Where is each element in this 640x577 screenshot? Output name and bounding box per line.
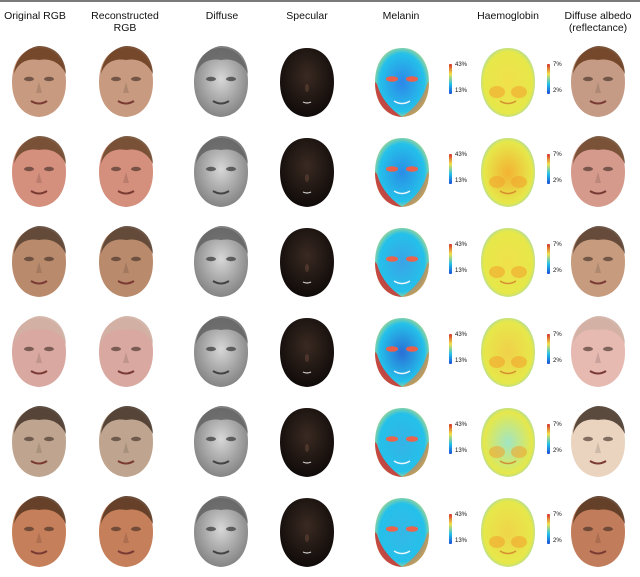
haemoglobin-min-label-row-2: 2% xyxy=(553,178,562,184)
melanin-colorbar-row-2 xyxy=(449,154,452,184)
melanin-min-label-row-4: 13% xyxy=(455,358,468,364)
haemoglobin-colorbar-row-1 xyxy=(547,64,550,94)
melanin-colorbar-row-5 xyxy=(449,424,452,454)
melanin-max-label-row-6: 43% xyxy=(455,512,468,518)
haemoglobin-max-label-row-2: 7% xyxy=(553,152,562,158)
melanin-colorbar-row-1 xyxy=(449,64,452,94)
face-diffuse-row-4 xyxy=(190,314,252,390)
melanin-max-label-row-2: 43% xyxy=(455,152,468,158)
face-diffuse-row-5 xyxy=(190,404,252,480)
col-title-melanin: Melanin xyxy=(382,10,420,22)
face-diffuse-row-1 xyxy=(190,44,252,120)
haemoglobin-min-label-row-1: 2% xyxy=(553,88,562,94)
face-diffuse-row-3 xyxy=(190,224,252,300)
haemoglobin-min-label-row-5: 2% xyxy=(553,448,562,454)
haemoglobin-colorbar-row-5 xyxy=(547,424,550,454)
face-specular-row-6 xyxy=(276,494,338,570)
face-original-row-3 xyxy=(8,224,70,300)
face-specular-row-5 xyxy=(276,404,338,480)
face-haemoglobin-row-1 xyxy=(477,44,539,120)
haemoglobin-min-label-row-6: 2% xyxy=(553,538,562,544)
col-title-haemoglobin: Haemoglobin xyxy=(477,10,539,22)
haemoglobin-colorbar-row-4 xyxy=(547,334,550,364)
face-haemoglobin-row-3 xyxy=(477,224,539,300)
face-original-row-1 xyxy=(8,44,70,120)
col-title-reconstructed: Reconstructed RGB xyxy=(91,10,159,34)
haemoglobin-min-label-row-4: 2% xyxy=(553,358,562,364)
haemoglobin-max-label-row-5: 7% xyxy=(553,422,562,428)
column-header: Original RGB Reconstructed RGB Diffuse S… xyxy=(0,10,640,50)
face-haemoglobin-row-5 xyxy=(477,404,539,480)
face-melanin-row-1 xyxy=(371,44,433,120)
face-melanin-row-5 xyxy=(371,404,433,480)
face-original-row-6 xyxy=(8,494,70,570)
melanin-min-label-row-2: 13% xyxy=(455,178,468,184)
haemoglobin-colorbar-row-6 xyxy=(547,514,550,544)
melanin-min-label-row-3: 13% xyxy=(455,268,468,274)
haemoglobin-colorbar-row-3 xyxy=(547,244,550,274)
melanin-min-label-row-1: 13% xyxy=(455,88,468,94)
melanin-min-label-row-6: 13% xyxy=(455,538,468,544)
face-albedo-row-6 xyxy=(567,494,629,570)
col-title-specular: Specular xyxy=(286,10,328,22)
face-original-row-2 xyxy=(8,134,70,210)
face-diffuse-row-2 xyxy=(190,134,252,210)
face-reconstructed-row-3 xyxy=(95,224,157,300)
face-melanin-row-3 xyxy=(371,224,433,300)
face-original-row-5 xyxy=(8,404,70,480)
melanin-max-label-row-1: 43% xyxy=(455,62,468,68)
face-specular-row-4 xyxy=(276,314,338,390)
face-grid: 43% 13% 7% 2% 43% 13% 7% 2% 43% 13% 7% 2% 43% 13% 7% 2%… xyxy=(0,38,640,577)
haemoglobin-max-label-row-4: 7% xyxy=(553,332,562,338)
col-title-albedo: Diffuse albedo (reflectance) xyxy=(564,10,632,34)
face-albedo-row-4 xyxy=(567,314,629,390)
face-reconstructed-row-1 xyxy=(95,44,157,120)
melanin-colorbar-row-4 xyxy=(449,334,452,364)
melanin-max-label-row-5: 43% xyxy=(455,422,468,428)
face-albedo-row-3 xyxy=(567,224,629,300)
face-albedo-row-1 xyxy=(567,44,629,120)
face-reconstructed-row-2 xyxy=(95,134,157,210)
face-haemoglobin-row-6 xyxy=(477,494,539,570)
face-reconstructed-row-5 xyxy=(95,404,157,480)
haemoglobin-max-label-row-6: 7% xyxy=(553,512,562,518)
face-albedo-row-5 xyxy=(567,404,629,480)
col-title-original: Original RGB xyxy=(4,10,66,22)
melanin-max-label-row-3: 43% xyxy=(455,242,468,248)
face-albedo-row-2 xyxy=(567,134,629,210)
melanin-colorbar-row-6 xyxy=(449,514,452,544)
col-title-diffuse: Diffuse xyxy=(205,10,239,22)
face-melanin-row-6 xyxy=(371,494,433,570)
face-reconstructed-row-4 xyxy=(95,314,157,390)
face-reconstructed-row-6 xyxy=(95,494,157,570)
haemoglobin-min-label-row-3: 2% xyxy=(553,268,562,274)
face-original-row-4 xyxy=(8,314,70,390)
face-haemoglobin-row-2 xyxy=(477,134,539,210)
face-diffuse-row-6 xyxy=(190,494,252,570)
haemoglobin-colorbar-row-2 xyxy=(547,154,550,184)
melanin-min-label-row-5: 13% xyxy=(455,448,468,454)
face-specular-row-2 xyxy=(276,134,338,210)
melanin-max-label-row-4: 43% xyxy=(455,332,468,338)
face-haemoglobin-row-4 xyxy=(477,314,539,390)
melanin-colorbar-row-3 xyxy=(449,244,452,274)
haemoglobin-max-label-row-3: 7% xyxy=(553,242,562,248)
face-specular-row-1 xyxy=(276,44,338,120)
haemoglobin-max-label-row-1: 7% xyxy=(553,62,562,68)
top-rule xyxy=(0,0,640,2)
face-specular-row-3 xyxy=(276,224,338,300)
face-melanin-row-2 xyxy=(371,134,433,210)
face-melanin-row-4 xyxy=(371,314,433,390)
